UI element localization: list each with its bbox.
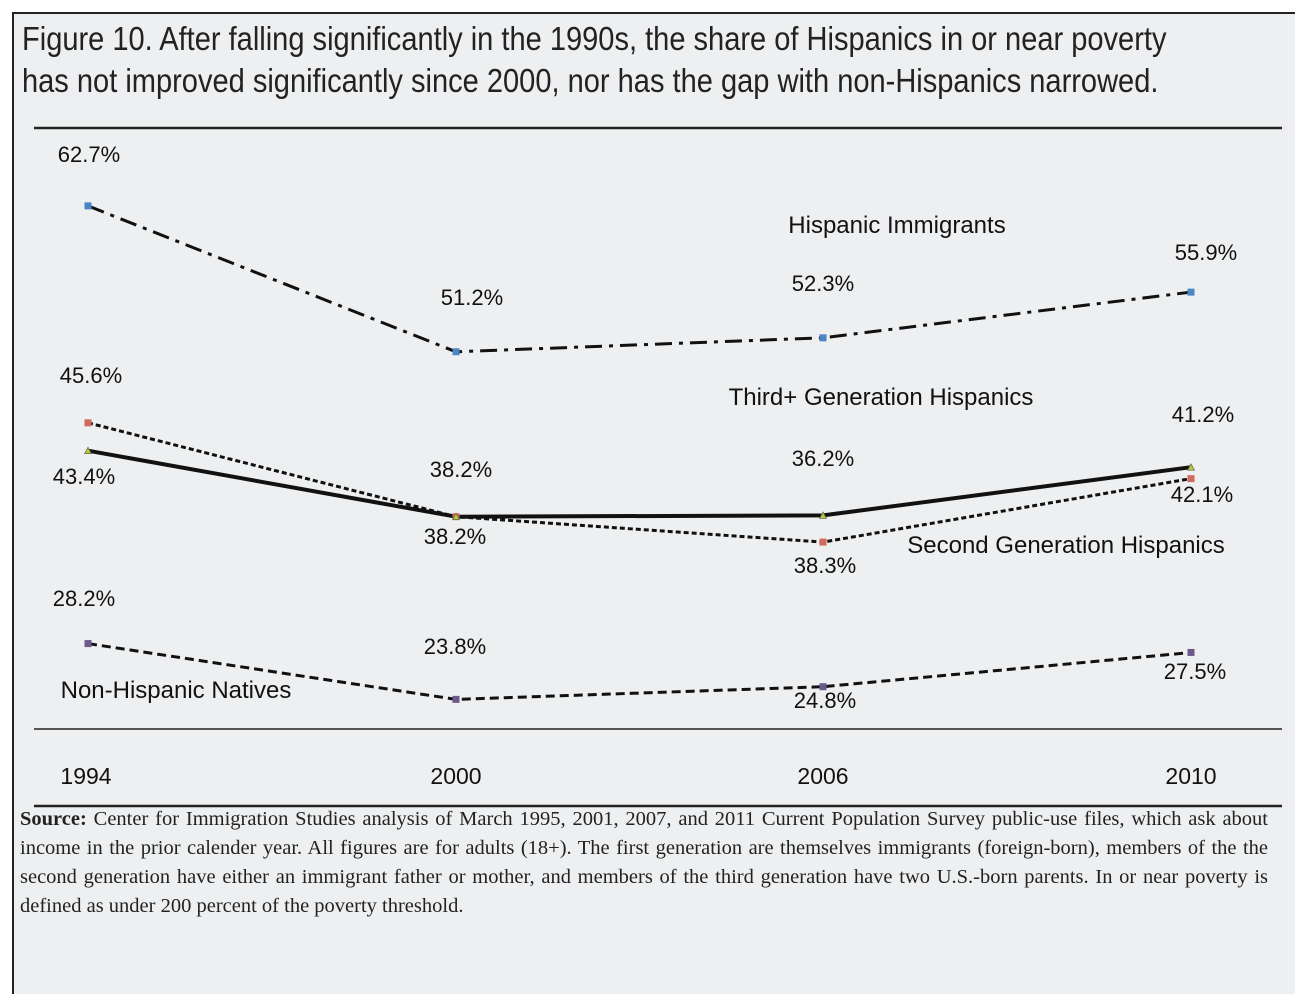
source-note: Source: Center for Immigration Studies a…	[20, 805, 1268, 921]
series-3-marker-0	[84, 640, 92, 648]
series-1-marker-2	[819, 538, 827, 546]
data-label-0-1: 51.2%	[441, 285, 503, 310]
figure-panel	[12, 12, 1295, 994]
figure-title-line-2: has not improved significantly since 200…	[22, 62, 1159, 99]
series-2-marker-0	[83, 446, 93, 455]
data-label-2-3: 42.1%	[1171, 482, 1233, 507]
series-0-marker-0	[84, 202, 92, 210]
x-tick-label-1994: 1994	[60, 763, 111, 789]
series-1-marker-3	[1187, 475, 1195, 483]
data-label-0-0: 62.7%	[58, 142, 120, 167]
series-3-marker-1	[452, 695, 460, 703]
plot-lines	[87, 204, 1192, 701]
series-2-marker-1	[451, 512, 461, 521]
series-line-2	[87, 448, 1192, 519]
figure-title-line-1: Figure 10. After falling significantly i…	[22, 20, 1167, 57]
series-0-marker-2	[819, 334, 827, 342]
series-name-3: Non-Hispanic Natives	[61, 677, 292, 704]
series-2-marker-2	[818, 511, 828, 519]
source-text: Center for Immigration Studies analysis …	[20, 808, 1268, 917]
source-label: Source:	[20, 808, 87, 830]
data-label-3-1: 23.8%	[424, 634, 486, 659]
data-label-3-3: 27.5%	[1164, 659, 1226, 684]
data-label-1-1: 38.2%	[430, 457, 492, 482]
plot-markers	[83, 202, 1196, 703]
series-name-1: Second Generation Hispanics	[907, 532, 1225, 559]
series-name-2: Third+ Generation Hispanics	[729, 384, 1034, 411]
series-line-3	[87, 642, 1192, 701]
data-label-1-3: 41.2%	[1172, 402, 1234, 427]
data-label-1-0: 45.6%	[60, 363, 122, 388]
series-0-marker-1	[452, 348, 460, 356]
x-tick-label-2000: 2000	[430, 763, 481, 789]
data-label-2-0: 43.4%	[53, 464, 115, 489]
series-0-marker-3	[1187, 288, 1195, 296]
series-3-marker-3	[1187, 648, 1195, 656]
data-label-2-1: 38.2%	[424, 524, 486, 549]
data-label-0-2: 52.3%	[792, 271, 854, 296]
data-label-1-2: 36.2%	[792, 446, 854, 471]
data-label-2-2: 38.3%	[794, 553, 856, 578]
plot-texts: 62.7% 51.2% 52.3% 55.9% 45.6% 38.2% 36.2% 41.2%…	[53, 142, 1237, 789]
data-label-0-3: 55.9%	[1175, 240, 1237, 265]
series-1-marker-0	[84, 419, 92, 427]
x-tick-label-2010: 2010	[1165, 763, 1216, 789]
series-line-0	[87, 204, 1192, 354]
series-2-marker-3	[1186, 463, 1196, 471]
x-tick-label-2006: 2006	[797, 763, 848, 789]
figure-title: Figure 10. After falling significantly i…	[22, 18, 1167, 102]
data-label-3-2: 24.8%	[794, 688, 856, 713]
series-3-marker-2	[819, 683, 827, 691]
data-label-3-0: 28.2%	[53, 586, 115, 611]
series-line-1	[87, 421, 1192, 544]
series-name-0: Hispanic Immigrants	[788, 212, 1005, 239]
